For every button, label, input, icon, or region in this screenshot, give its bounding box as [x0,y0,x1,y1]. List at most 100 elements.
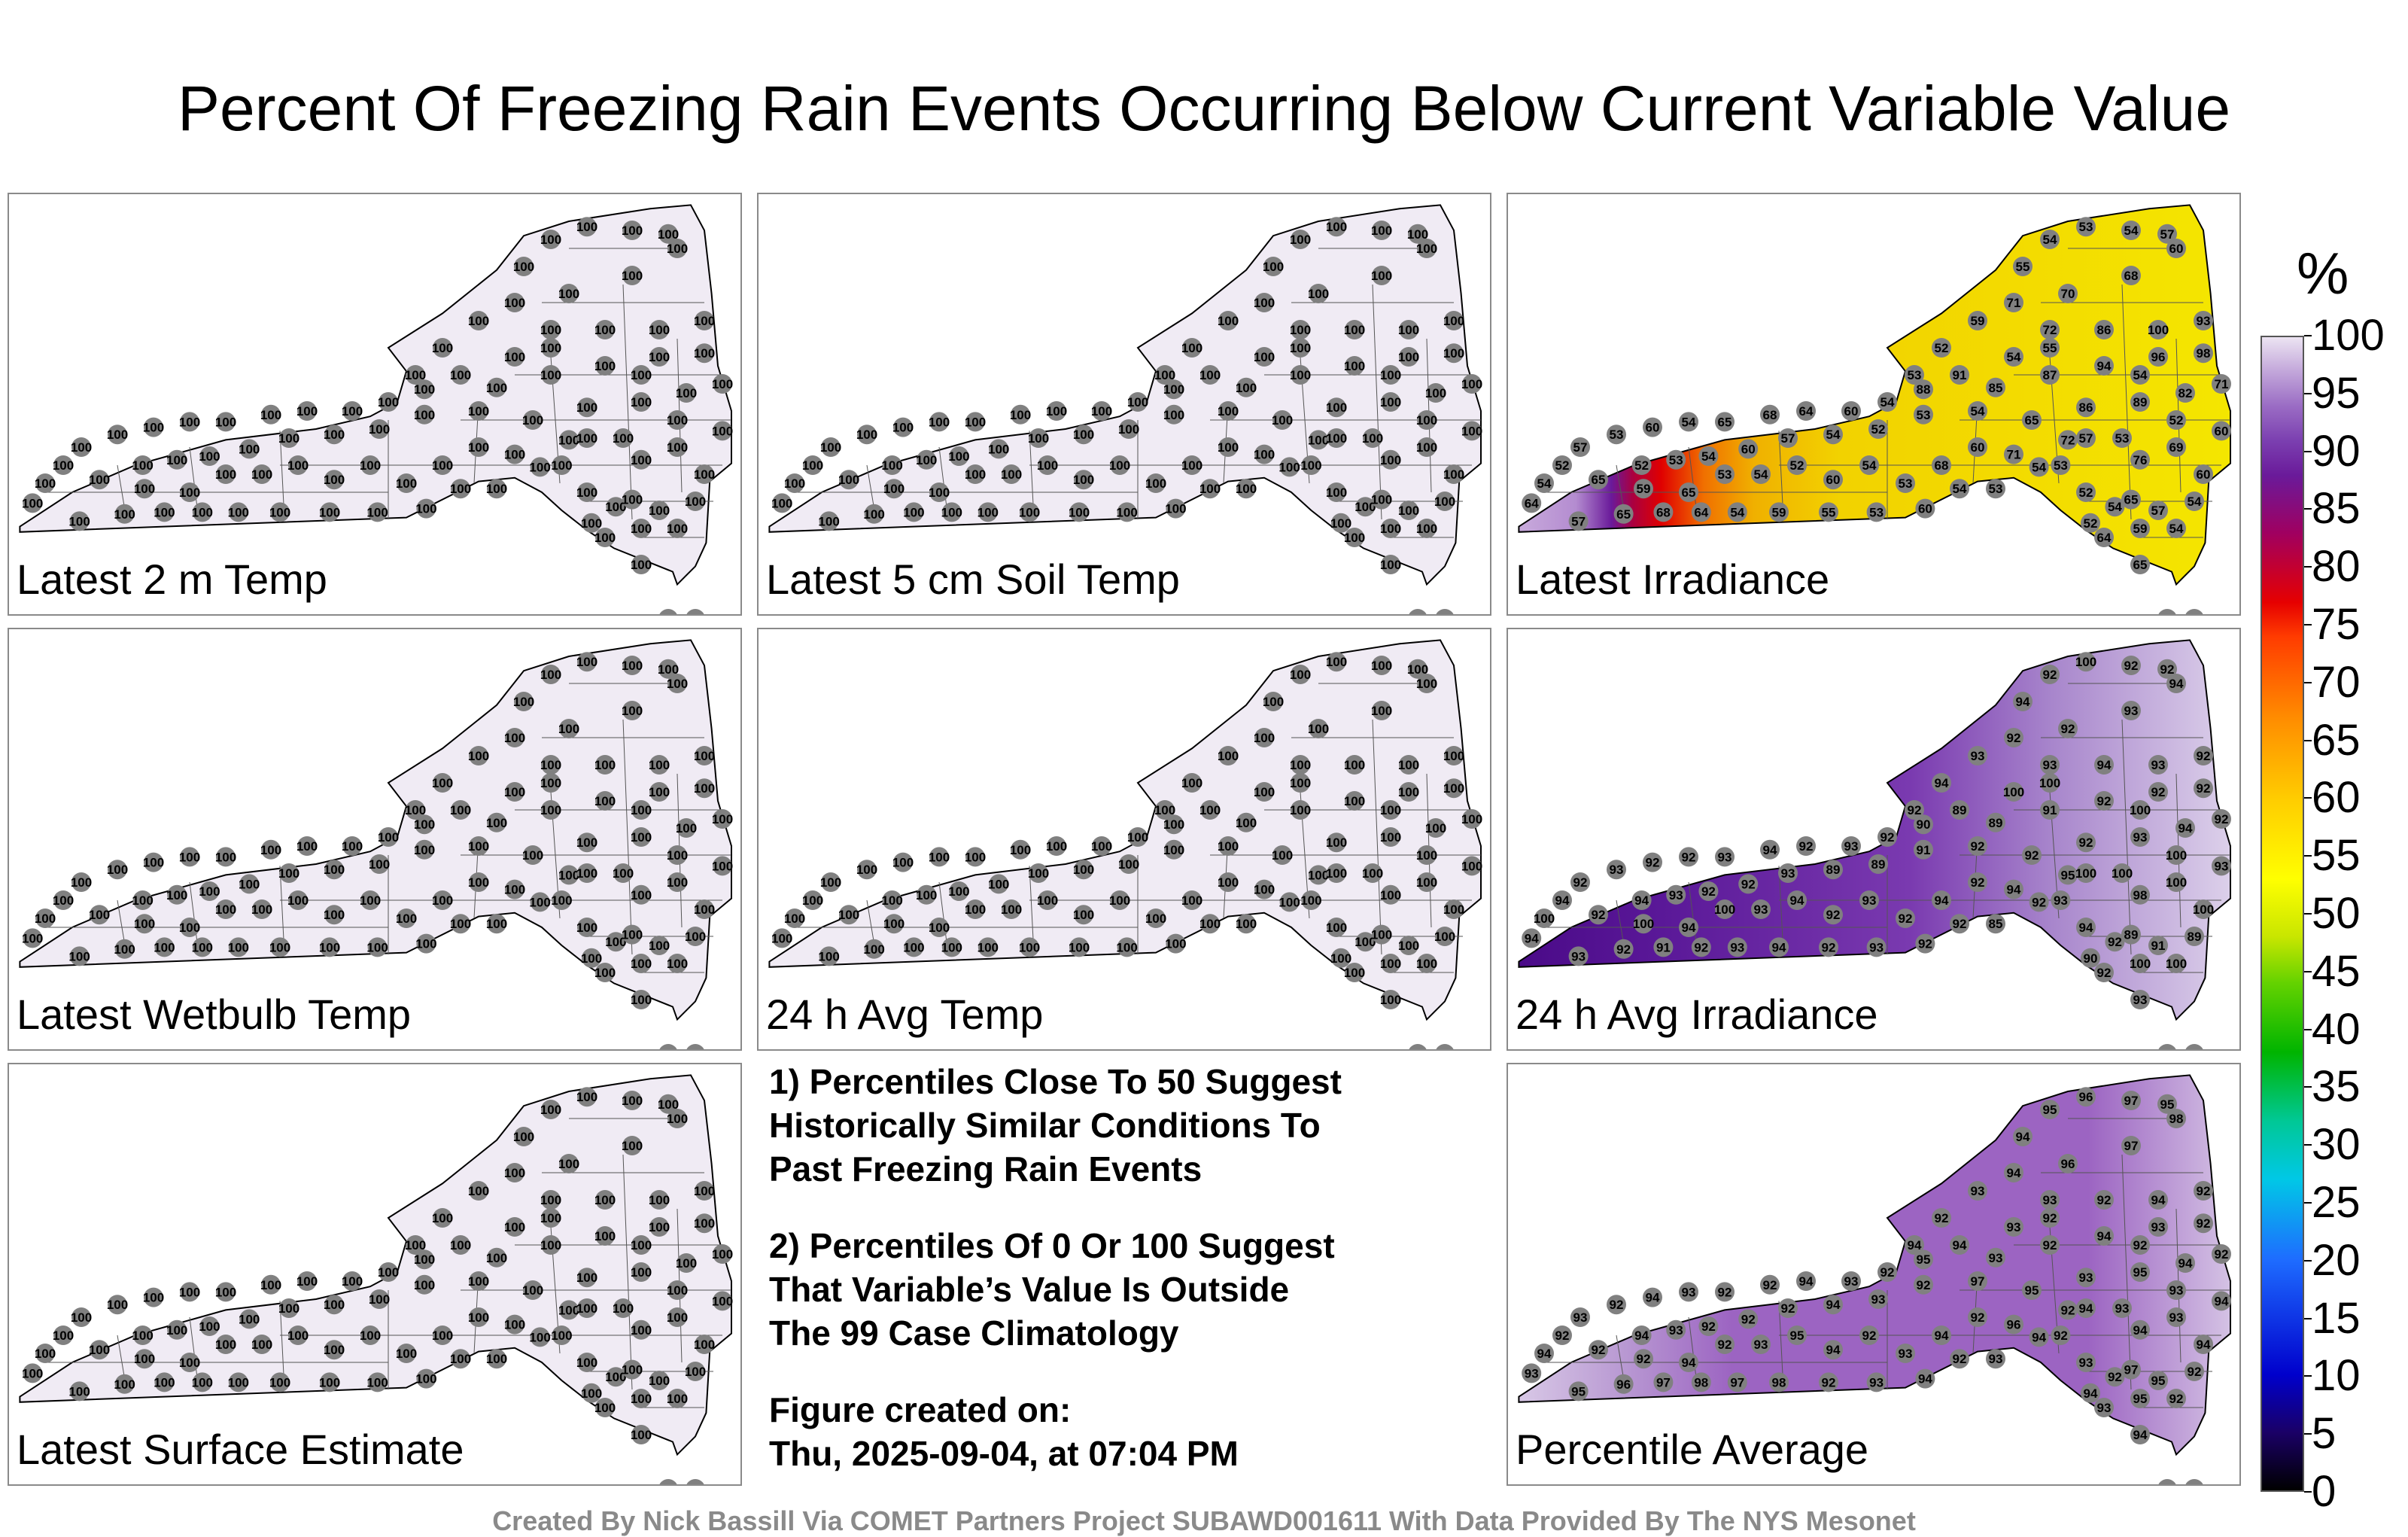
station-dot [676,818,696,838]
station-value: 91 [1656,940,1671,954]
station-marker: 100 [1073,470,1094,490]
station-marker: 100 [856,860,877,880]
station-dot [1279,892,1300,912]
station-value: 100 [965,467,986,482]
station-value: 100 [68,514,90,528]
station-marker: 100 [369,1289,390,1309]
station-dot [1570,872,1590,892]
station-value: 100 [2003,785,2024,799]
station-dot [433,455,452,475]
station-value: 64 [1799,404,1814,418]
station-value: 54 [1862,458,1877,473]
station-marker: 100 [1272,410,1293,430]
station-value: 92 [1971,839,1985,854]
station-dot [1613,1374,1634,1394]
station-marker: 100 [1380,519,1401,538]
station-marker: 100 [1254,293,1275,312]
station-marker: 100 [1380,954,1401,973]
station-dot [1029,428,1048,448]
station-marker: 100 [1407,609,1428,614]
station-value: 100 [1165,937,1186,951]
station-marker: 100 [685,609,706,614]
station-marker: 100 [360,1325,381,1345]
station-value: 100 [1272,848,1293,863]
station-dot [90,470,109,490]
station-value: 53 [2115,431,2130,446]
station-marker: 92 [1715,1335,1735,1354]
station-dot [1950,800,1969,820]
station-marker: 100 [551,1325,573,1345]
station-dot [541,1190,561,1210]
note-line: The 99 Case Climatology [769,1313,1179,1353]
station-marker: 100 [929,482,950,502]
station-value: 93 [1989,1352,2003,1366]
station-marker: 97 [1727,1372,1747,1392]
station-marker: 100 [468,1307,489,1327]
station-marker: 60 [1738,439,1759,459]
station-dot [2166,845,2186,865]
station-marker: 100 [1443,311,1464,330]
station-marker: 91 [2040,800,2060,820]
station-marker: 92 [2058,719,2078,738]
station-marker: 100 [631,449,652,470]
station-marker: 100 [432,338,453,358]
station-marker: 100 [667,1280,688,1300]
station-dot [2076,863,2096,883]
station-value: 54 [2133,368,2148,382]
station-marker: 92 [1715,1282,1735,1302]
station-value: 100 [132,1329,153,1343]
station-marker: 93 [1570,1307,1590,1327]
station-marker: 97 [1968,1271,1987,1291]
station-value: 94 [2097,1229,2112,1243]
station-value: 94 [1935,893,1949,908]
station-value: 100 [1028,866,1049,881]
station-marker: 93 [1607,860,1626,880]
station-dot [667,845,687,865]
station-marker: 100 [1380,365,1401,385]
station-marker: 94 [1932,773,1951,793]
station-value: 100 [2148,323,2169,337]
station-dot [803,455,822,475]
station-value: 100 [251,467,272,482]
station-marker: 100 [1371,656,1392,675]
station-value: 92 [1935,1211,1949,1225]
station-marker: 93 [1841,1271,1861,1291]
station-value: 100 [414,843,435,857]
station-value: 100 [649,939,670,953]
station-marker: 52 [1552,455,1572,475]
station-marker: 97 [2121,1359,2141,1380]
station-marker: 100 [239,439,260,459]
station-value: 100 [1380,453,1401,467]
station-dot [1254,347,1274,367]
station-value: 100 [667,957,688,971]
station-marker: 100 [179,847,200,867]
station-dot [2094,1190,2114,1210]
station-dot [2076,1268,2096,1288]
station-dot [416,1368,436,1389]
station-marker: 100 [1218,311,1239,330]
station-marker: 100 [324,425,345,445]
station-value: 100 [649,323,670,337]
station-dot [1363,863,1382,883]
colorbar-tick [2304,1028,2312,1030]
station-value: 100 [1163,408,1184,422]
station-marker: 92 [1823,905,1843,925]
station-value: 100 [1154,803,1175,817]
station-marker: 100 [251,464,272,484]
station-dot [1381,519,1400,538]
colorbar-tick-label: 80 [2312,542,2361,592]
station-marker: 100 [1326,397,1347,418]
station-value: 93 [1754,1338,1768,1352]
station-marker: 93 [2076,1353,2096,1372]
station-dot [469,1307,488,1327]
station-value: 97 [1971,1274,1985,1289]
station-marker: 52 [1868,419,1888,439]
station-marker: 100 [685,1044,706,1049]
station-dot [1738,1309,1759,1329]
station-marker: 94 [2175,1253,2195,1273]
station-marker: 100 [1434,1044,1455,1049]
station-marker: 100 [1010,404,1031,425]
station-dot [1986,479,2005,499]
station-value: 100 [239,1312,260,1326]
station-marker: 94 [2166,674,2186,693]
